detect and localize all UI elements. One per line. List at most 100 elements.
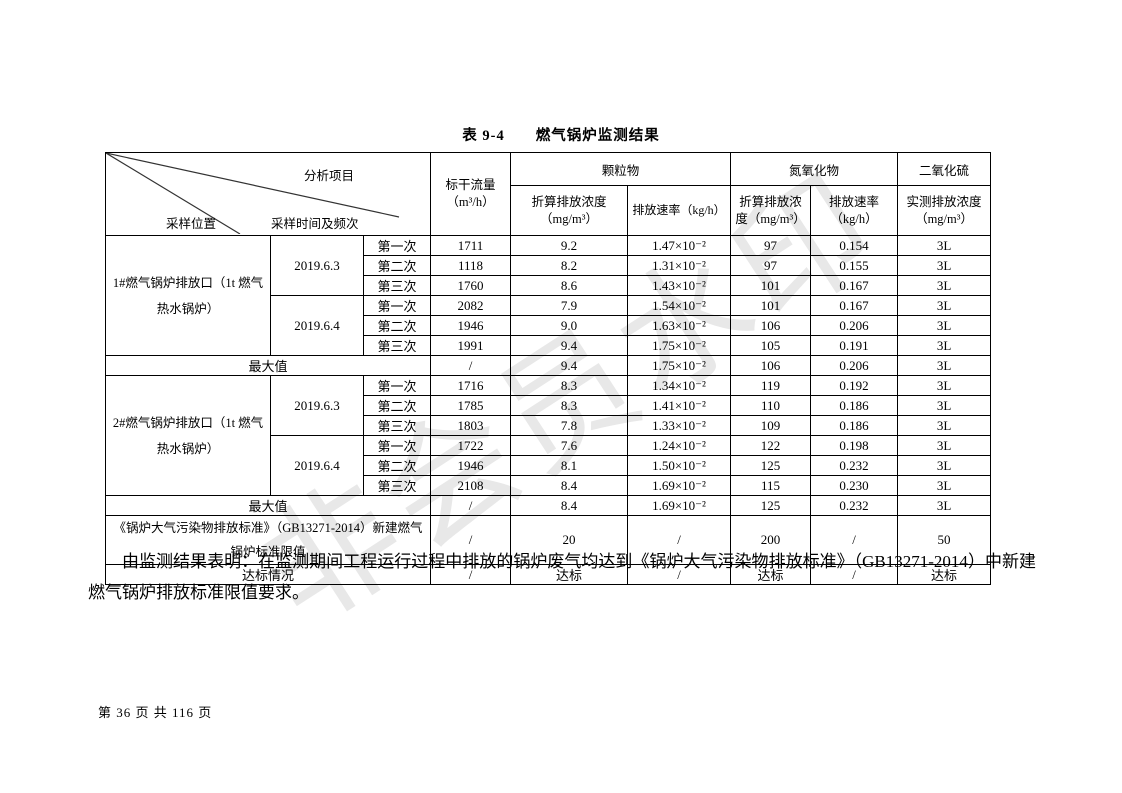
sampling-location-1: 1#燃气锅炉排放口（1t 燃气热水锅炉）: [105, 235, 271, 356]
table-cell: 第一次: [362, 295, 432, 316]
table-cell: 第三次: [362, 275, 432, 296]
table-cell: 0.198: [810, 435, 899, 456]
table-cell: 97: [730, 255, 812, 276]
table-cell: 1991: [430, 335, 512, 356]
diagonal-divider-lines: [106, 153, 400, 234]
table-cell: 1946: [430, 315, 512, 336]
table-cell: 3L: [897, 395, 992, 416]
table-cell: 第一次: [362, 375, 432, 396]
max-value-label: 最大值: [104, 495, 432, 516]
table-cell: 125: [730, 495, 812, 516]
table-cell: 0.232: [810, 495, 899, 516]
table-cell: 0.206: [810, 355, 899, 376]
header-so2: 二氧化硫: [897, 152, 992, 186]
table-cell: 1.47×10⁻²: [627, 235, 732, 256]
table-cell: 1.63×10⁻²: [627, 315, 732, 336]
table-cell: /: [430, 355, 512, 376]
table-cell: /: [430, 495, 512, 516]
table-cell: 1.41×10⁻²: [627, 395, 732, 416]
table-cell: 106: [730, 355, 812, 376]
table-cell: 9.0: [510, 315, 629, 336]
table-cell: 8.3: [510, 395, 629, 416]
table-cell: 3L: [897, 375, 992, 396]
table-cell: 第二次: [362, 315, 432, 336]
table-cell: 9.4: [510, 335, 629, 356]
table-cell: 达标: [730, 564, 812, 585]
table-cell: 第三次: [362, 335, 432, 356]
table-cell: 3L: [897, 455, 992, 476]
table-cell: 9.2: [510, 235, 629, 256]
table-cell: 0.232: [810, 455, 899, 476]
table-cell: 125: [730, 455, 812, 476]
sampling-date: 2019.6.3: [270, 375, 364, 436]
table-cell: 109: [730, 415, 812, 436]
table-cell: 20: [510, 515, 629, 565]
table-cell: 1.34×10⁻²: [627, 375, 732, 396]
table-cell: 1.24×10⁻²: [627, 435, 732, 456]
table-cell: 115: [730, 475, 812, 496]
table-cell: 7.8: [510, 415, 629, 436]
table-cell: 第二次: [362, 255, 432, 276]
header-analysis-items: 分析项目: [304, 169, 355, 183]
header-nox: 氮氧化物: [730, 152, 899, 186]
table-cell: 3L: [897, 435, 992, 456]
sampling-location-2: 2#燃气锅炉排放口（1t 燃气热水锅炉）: [105, 375, 271, 496]
table-cell: 第二次: [362, 455, 432, 476]
header-sampling-location: 采样位置: [166, 217, 217, 231]
table-cell: 106: [730, 315, 812, 336]
table-cell: 3L: [897, 495, 992, 516]
table-header: 分析项目 采样位置 采样时间及频次 标干流量 （m³/h） 颗粒物 氮氧化物 二…: [104, 152, 992, 236]
table-cell: 0.230: [810, 475, 899, 496]
table-cell: 97: [730, 235, 812, 256]
table-title: 表 9-4 燃气锅炉监测结果: [462, 128, 660, 144]
table-cell: 8.2: [510, 255, 629, 276]
table-cell: 3L: [897, 315, 992, 336]
table-cell: 1.69×10⁻²: [627, 495, 732, 516]
table-cell: 1.31×10⁻²: [627, 255, 732, 276]
table-cell: 第二次: [362, 395, 432, 416]
table-cell: 8.3: [510, 375, 629, 396]
header-particulate-matter: 颗粒物: [510, 152, 732, 186]
table-cell: /: [627, 564, 732, 585]
table-cell: 2108: [430, 475, 512, 496]
header-nox-concentration: 折算排放浓 度（mg/m³）: [730, 185, 812, 236]
conclusion-paragraph: 由监测结果表明：在监测期间工程运行过程中排放的锅炉废气均达到《锅炉大气污染物排放…: [88, 552, 1036, 602]
sampling-date: 2019.6.3: [270, 235, 364, 296]
header-so2-concentration: 实测排放浓度 （mg/m³）: [897, 185, 992, 236]
table-cell: 1716: [430, 375, 512, 396]
table-cell: 9.4: [510, 355, 629, 376]
table-cell: 第三次: [362, 415, 432, 436]
table-cell: 第一次: [362, 435, 432, 456]
table-cell: 7.9: [510, 295, 629, 316]
table-cell: 0.206: [810, 315, 899, 336]
table-body: 1#燃气锅炉排放口（1t 燃气热水锅炉） 2019.6.3 第一次 1711 9.2 1.…: [104, 235, 992, 585]
standard-limit-label: 《锅炉大气污染物排放标准》（GB13271-2014）新建燃气锅炉标准限值: [104, 515, 432, 565]
table-cell: 7.6: [510, 435, 629, 456]
table-cell: 1803: [430, 415, 512, 436]
max-value-label: 最大值: [104, 355, 432, 376]
table-cell: 1.43×10⁻²: [627, 275, 732, 296]
table-cell: 1760: [430, 275, 512, 296]
table-cell: 第一次: [362, 235, 432, 256]
table-cell: 101: [730, 275, 812, 296]
table-cell: 3L: [897, 475, 992, 496]
table-cell: 3L: [897, 355, 992, 376]
table-cell: 1.50×10⁻²: [627, 455, 732, 476]
table-cell: 50: [897, 515, 992, 565]
table-cell: 1946: [430, 455, 512, 476]
table-cell: 105: [730, 335, 812, 356]
table-cell: 0.186: [810, 415, 899, 436]
table-cell: 0.192: [810, 375, 899, 396]
table-cell: /: [810, 515, 899, 565]
table-cell: 122: [730, 435, 812, 456]
table-cell: 1118: [430, 255, 512, 276]
monitoring-results-table: 分析项目 采样位置 采样时间及频次 标干流量 （m³/h） 颗粒物 氮氧化物 二…: [104, 152, 992, 585]
table-cell: 3L: [897, 335, 992, 356]
table-cell: 0.186: [810, 395, 899, 416]
table-cell: 0.167: [810, 295, 899, 316]
table-cell: 0.167: [810, 275, 899, 296]
table-cell: 119: [730, 375, 812, 396]
compliance-label: 达标情况: [104, 564, 432, 585]
page-number: 第 36 页 共 116 页: [98, 705, 213, 720]
table-cell: 0.191: [810, 335, 899, 356]
